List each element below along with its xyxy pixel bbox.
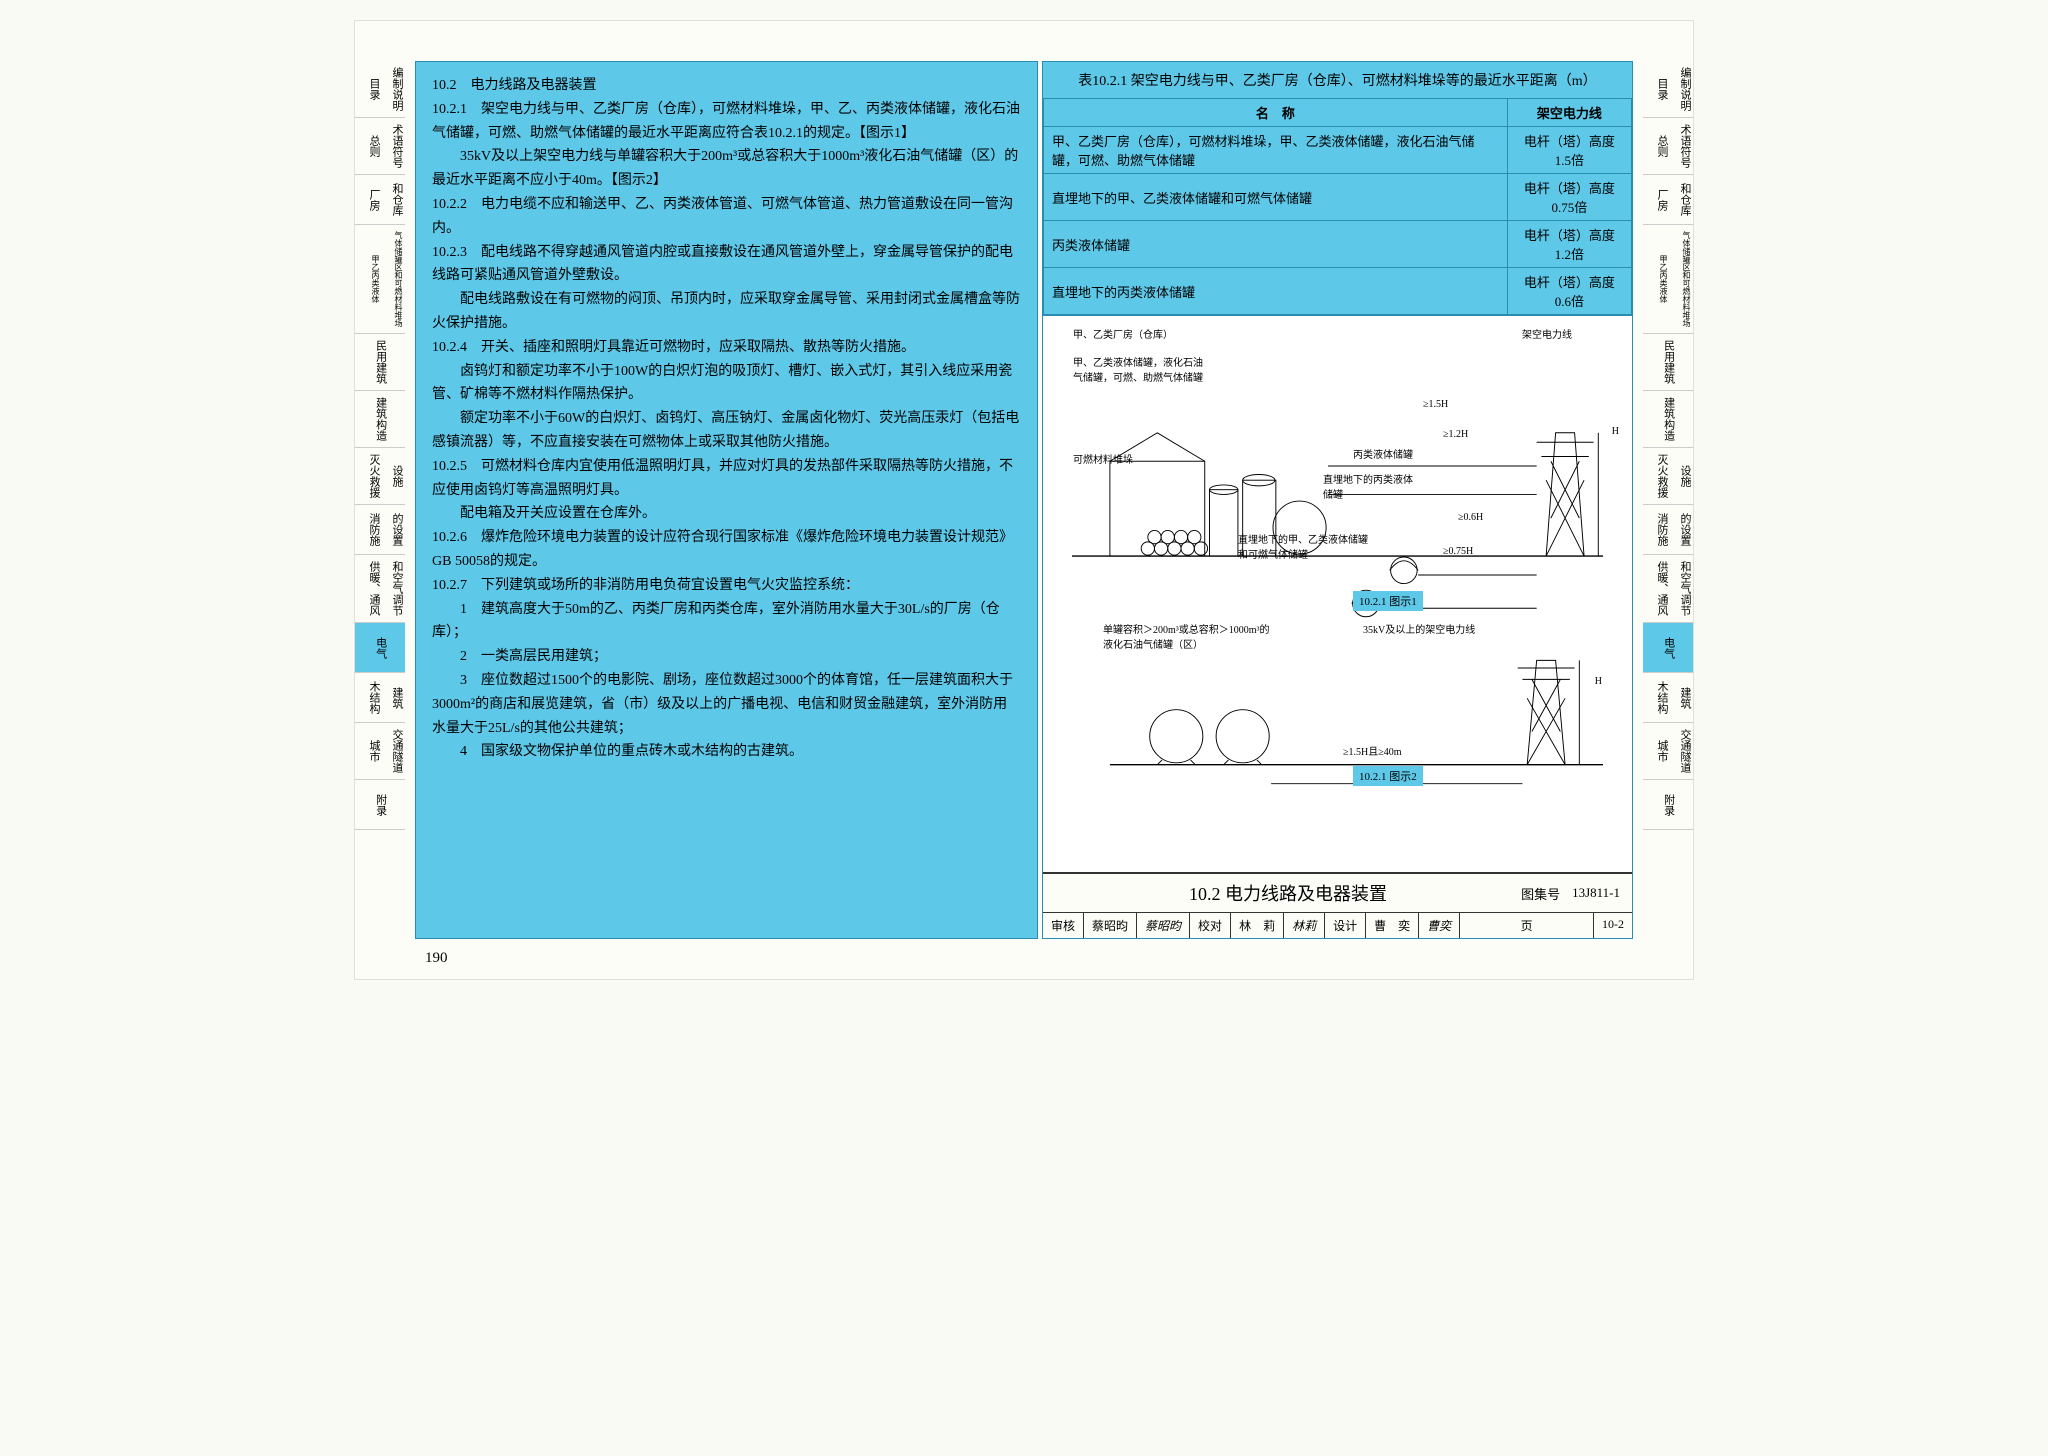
index-tab[interactable]: 城市交通隧道	[1643, 723, 1693, 780]
set-code: 13J811-1	[1572, 885, 1620, 901]
index-tab[interactable]: 总则术语符号	[1643, 118, 1693, 175]
index-tab[interactable]: 民用建筑	[1643, 334, 1693, 391]
technical-diagram	[1053, 326, 1622, 862]
document-page: 目录编制说明总则术语符号厂房和仓库甲乙丙类液体气体储罐区和可燃材料堆场民用建筑建…	[354, 20, 1694, 980]
list-item: 3 座位数超过1500个的电影院、剧场，座位数超过3000个的体育馆，任一层建筑…	[432, 669, 1021, 740]
index-tab[interactable]: 附录	[355, 780, 405, 830]
index-tab[interactable]: 电气	[1643, 623, 1693, 673]
text-panel: 10.2 电力线路及电器装置 10.2.1 架空电力线与甲、乙类厂房（仓库），可…	[415, 61, 1038, 939]
para: 10.2.7 下列建筑或场所的非消防用电负荷宜设置电气火灾监控系统：	[432, 574, 1021, 598]
para: 10.2.4 开关、插座和照明灯具靠近可燃物时，应采取隔热、散热等防火措施。	[432, 336, 1021, 360]
diagram-label: 直埋地下的丙类液体储罐	[1323, 471, 1413, 501]
para: 35kV及以上架空电力线与单罐容积大于200m³或总容积大于1000m³液化石油…	[432, 145, 1021, 193]
index-tab[interactable]: 电气	[355, 623, 405, 673]
index-tab[interactable]: 厂房和仓库	[1643, 175, 1693, 225]
td: 电杆（塔）高度0.6倍	[1507, 268, 1631, 315]
para: 10.2.3 配电线路不得穿越通风管道内腔或直接敷设在通风管道外壁上，穿金属导管…	[432, 241, 1021, 289]
figure-caption: 10.2.1 图示2	[1353, 766, 1423, 786]
index-tab[interactable]: 总则术语符号	[355, 118, 405, 175]
set-label: 图集号	[1521, 884, 1560, 903]
index-tab[interactable]: 木结构建筑	[355, 673, 405, 723]
diagram-label: 甲、乙类液体储罐，液化石油气储罐，可燃、助燃气体储罐	[1073, 354, 1203, 384]
td: 电杆（塔）高度1.5倍	[1507, 127, 1631, 174]
diagram-label: 35kV及以上的架空电力线	[1363, 621, 1475, 636]
title-block: 10.2 电力线路及电器装置 图集号 13J811-1 审核 蔡昭昀 蔡昭昀 校…	[1043, 872, 1632, 938]
index-tab[interactable]: 消防施的设置	[355, 505, 405, 555]
index-tab[interactable]: 甲乙丙类液体气体储罐区和可燃材料堆场	[1643, 225, 1693, 334]
para: 10.2.2 电力电缆不应和输送甲、乙、丙类液体管道、可燃气体管道、热力管道敷设…	[432, 193, 1021, 241]
list-item: 4 国家级文物保护单位的重点砖木或木结构的古建筑。	[432, 740, 1021, 764]
f: 设计	[1325, 913, 1366, 938]
dim: ≥0.6H	[1458, 512, 1483, 523]
page-code: 10-2	[1594, 913, 1632, 938]
td: 直埋地下的丙类液体储罐	[1044, 268, 1508, 315]
dim: ≥1.5H且≥40m	[1343, 743, 1401, 758]
signature: 曹奕	[1419, 913, 1460, 938]
td: 电杆（塔）高度1.2倍	[1507, 221, 1631, 268]
page-number: 190	[425, 950, 448, 967]
td: 甲、乙类厂房（仓库），可燃材料堆垛，甲、乙类液体储罐，液化石油气储罐，可燃、助燃…	[1044, 127, 1508, 174]
left-tabs: 目录编制说明总则术语符号厂房和仓库甲乙丙类液体气体储罐区和可燃材料堆场民用建筑建…	[355, 61, 405, 830]
right-panel: 表10.2.1 架空电力线与甲、乙类厂房（仓库）、可燃材料堆垛等的最近水平距离（…	[1042, 61, 1633, 939]
dim: ≥1.2H	[1443, 429, 1468, 440]
list-item: 1 建筑高度大于50m的乙、丙类厂房和丙类仓库，室外消防用水量大于30L/s的厂…	[432, 598, 1021, 646]
td: 直埋地下的甲、乙类液体储罐和可燃气体储罐	[1044, 174, 1508, 221]
th: 架空电力线	[1507, 99, 1631, 127]
para: 10.2.6 爆炸危险环境电力装置的设计应符合现行国家标准《爆炸危险环境电力装置…	[432, 526, 1021, 574]
dim: ≥1.5H	[1423, 399, 1448, 410]
diagram-label: 架空电力线	[1522, 326, 1572, 341]
index-tab[interactable]: 建筑构造	[1643, 391, 1693, 448]
section-heading: 10.2 电力线路及电器装置	[432, 74, 1021, 98]
dim: H	[1612, 426, 1619, 437]
index-tab[interactable]: 厂房和仓库	[355, 175, 405, 225]
table-title: 表10.2.1 架空电力线与甲、乙类厂房（仓库）、可燃材料堆垛等的最近水平距离（…	[1043, 62, 1632, 98]
signature: 林莉	[1284, 913, 1325, 938]
diagram-area: 甲、乙类厂房（仓库） 甲、乙类液体储罐，液化石油气储罐，可燃、助燃气体储罐 可燃…	[1043, 316, 1632, 872]
index-tab[interactable]: 灭火救援设施	[1643, 448, 1693, 505]
para: 10.2.1 架空电力线与甲、乙类厂房（仓库），可燃材料堆垛，甲、乙、丙类液体储…	[432, 98, 1021, 146]
diagram-label: 丙类液体储罐	[1353, 446, 1413, 461]
f: 校对	[1190, 913, 1231, 938]
index-tab[interactable]: 建筑构造	[355, 391, 405, 448]
index-tab[interactable]: 供暖、通风和空气调节	[1643, 555, 1693, 623]
f: 林 莉	[1231, 913, 1284, 938]
content: 10.2 电力线路及电器装置 10.2.1 架空电力线与甲、乙类厂房（仓库），可…	[415, 61, 1633, 939]
f: 审核	[1043, 913, 1084, 938]
para: 10.2.5 可燃材料仓库内宜使用低温照明灯具，并应对灯具的发热部件采取隔热等防…	[432, 455, 1021, 503]
dim: ≥0.75H	[1443, 546, 1473, 557]
th: 名 称	[1044, 99, 1508, 127]
index-tab[interactable]: 目录编制说明	[1643, 61, 1693, 118]
index-tab[interactable]: 附录	[1643, 780, 1693, 830]
dim: H	[1595, 676, 1602, 687]
right-tabs: 目录编制说明总则术语符号厂房和仓库甲乙丙类液体气体储罐区和可燃材料堆场民用建筑建…	[1643, 61, 1693, 830]
para: 配电线路敷设在有可燃物的闷顶、吊顶内时，应采取穿金属导管、采用封闭式金属槽盒等防…	[432, 288, 1021, 336]
diagram-label: 甲、乙类厂房（仓库）	[1073, 326, 1173, 341]
diagram-label: 单罐容积＞200m³或总容积＞1000m³的液化石油气储罐（区）	[1103, 621, 1273, 651]
list-item: 2 一类高层民用建筑；	[432, 645, 1021, 669]
index-tab[interactable]: 甲乙丙类液体气体储罐区和可燃材料堆场	[355, 225, 405, 334]
index-tab[interactable]: 城市交通隧道	[355, 723, 405, 780]
signature: 蔡昭昀	[1137, 913, 1190, 938]
diagram-label: 直埋地下的甲、乙类液体储罐和可燃气体储罐	[1238, 531, 1373, 561]
f: 曹 奕	[1366, 913, 1419, 938]
index-tab[interactable]: 消防施的设置	[1643, 505, 1693, 555]
index-tab[interactable]: 民用建筑	[355, 334, 405, 391]
index-tab[interactable]: 目录编制说明	[355, 61, 405, 118]
para: 卤钨灯和额定功率不小于100W的白炽灯泡的吸顶灯、槽灯、嵌入式灯，其引入线应采用…	[432, 360, 1021, 408]
figure-caption: 10.2.1 图示1	[1353, 591, 1423, 611]
f: 页	[1460, 913, 1594, 938]
td: 电杆（塔）高度0.75倍	[1507, 174, 1631, 221]
para: 额定功率不小于60W的白炽灯、卤钨灯、高压钠灯、金属卤化物灯、荧光高压汞灯（包括…	[432, 407, 1021, 455]
diagram-label: 可燃材料堆垛	[1073, 451, 1133, 466]
index-tab[interactable]: 灭火救援设施	[355, 448, 405, 505]
para: 配电箱及开关应设置在仓库外。	[432, 502, 1021, 526]
index-tab[interactable]: 供暖、通风和空气调节	[355, 555, 405, 623]
td: 丙类液体储罐	[1044, 221, 1508, 268]
index-tab[interactable]: 木结构建筑	[1643, 673, 1693, 723]
sheet-title: 10.2 电力线路及电器装置	[1055, 880, 1521, 906]
f: 蔡昭昀	[1084, 913, 1137, 938]
distance-table: 表10.2.1 架空电力线与甲、乙类厂房（仓库）、可燃材料堆垛等的最近水平距离（…	[1043, 62, 1632, 316]
